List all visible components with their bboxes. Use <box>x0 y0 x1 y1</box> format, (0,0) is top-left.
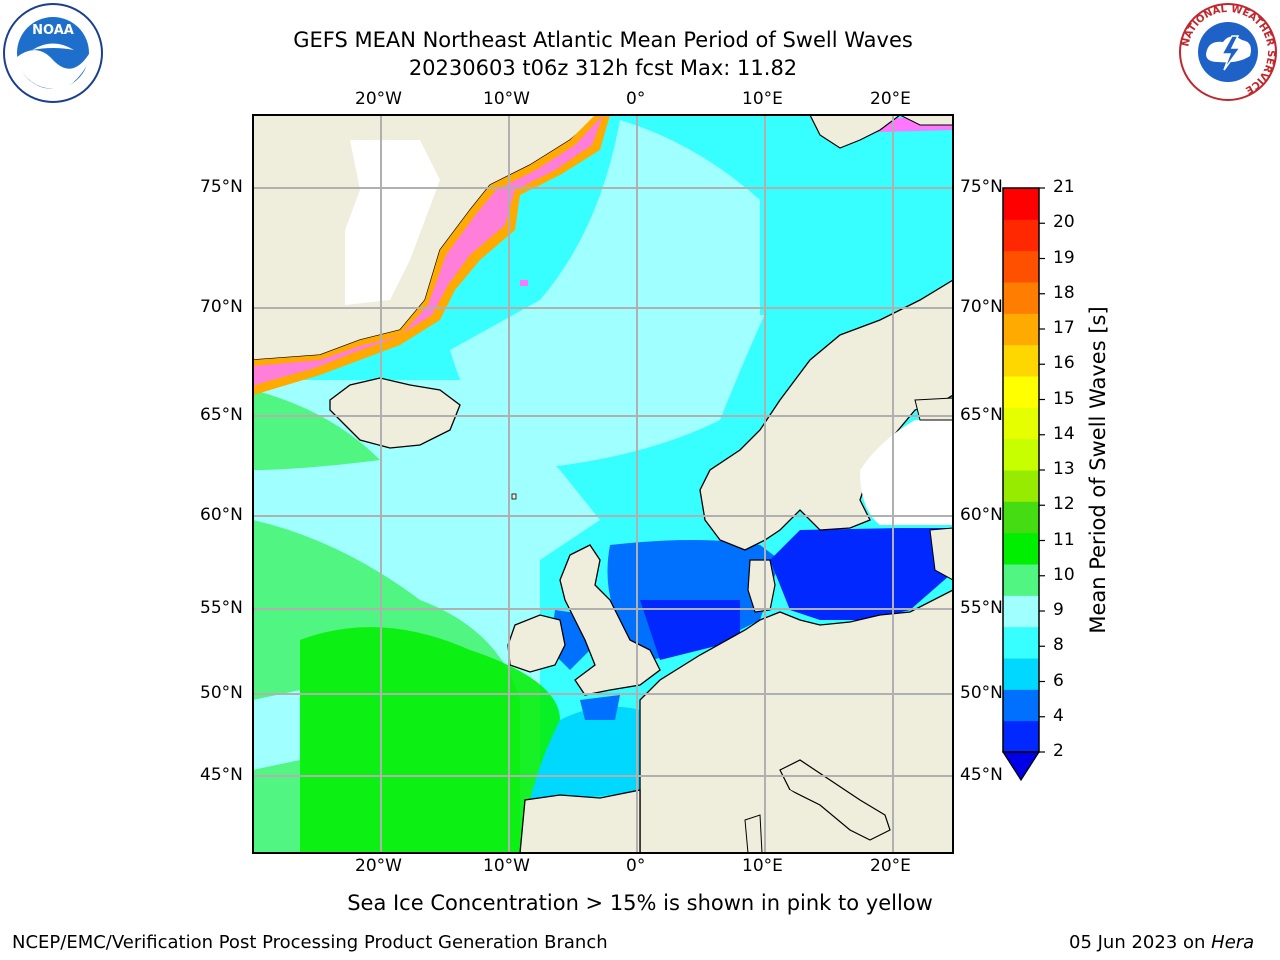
lat-tick-left-55n: 55°N <box>200 598 243 618</box>
noaa-logo-text: NOAA <box>32 23 74 38</box>
lat-tick-left-75n: 75°N <box>200 177 243 197</box>
colorbar-tick-label: 16 <box>1053 353 1075 374</box>
lat-tick-left-50n: 50°N <box>200 683 243 703</box>
lon-tick-top-0: 0° <box>626 89 646 109</box>
ocean-field-8-9s-north <box>450 120 800 470</box>
colorbar <box>1001 187 1045 782</box>
footer-date-text: 05 Jun 2023 on <box>1069 932 1212 953</box>
land-denmark <box>747 559 776 613</box>
lat-tick-right-55n: 55°N <box>960 598 1003 618</box>
colorbar-segment <box>1003 658 1039 690</box>
colorbar-tick-label: 18 <box>1053 282 1075 303</box>
colorbar-segments <box>1003 188 1039 753</box>
lon-tick-top-10e: 10°E <box>742 89 783 109</box>
lat-tick-right-45n: 45°N <box>960 765 1003 785</box>
lon-tick-top-20w: 20°W <box>355 89 402 109</box>
colorbar-segment <box>1003 501 1039 534</box>
lon-tick-bottom-20w: 20°W <box>355 856 402 876</box>
map-field <box>253 115 953 853</box>
lon-tick-top-20e: 20°E <box>870 89 911 109</box>
ocean-field-10-11s <box>300 627 560 853</box>
colorbar-segment <box>1003 438 1039 471</box>
colorbar-segment <box>1003 689 1039 722</box>
colorbar-segment <box>1003 532 1039 565</box>
land-continental-europe <box>639 589 953 853</box>
lat-tick-right-65n: 65°N <box>960 405 1003 425</box>
colorbar-segment <box>1003 282 1039 314</box>
lat-tick-left-45n: 45°N <box>200 765 243 785</box>
nws-logo: NATIONAL WEATHER SERVICE <box>1178 2 1278 102</box>
chart-subtitle: 20230603 t06z 312h fcst Max: 11.82 <box>408 56 798 80</box>
ice-bothnia <box>860 418 953 525</box>
colorbar-segment <box>1003 407 1039 440</box>
lon-tick-bottom-10w: 10°W <box>483 856 530 876</box>
colorbar-segment <box>1003 376 1039 408</box>
colorbar-tick-label: 15 <box>1053 388 1075 409</box>
colorbar-extend-min <box>1001 751 1041 782</box>
colorbar-tick-label: 2 <box>1053 741 1064 761</box>
noaa-logo: NOAA <box>2 2 104 104</box>
colorbar-tick-label: 4 <box>1053 705 1064 726</box>
colorbar-tick-label: 9 <box>1053 600 1064 620</box>
land-svalbard <box>809 115 901 149</box>
chart-title: GEFS MEAN Northeast Atlantic Mean Period… <box>293 28 913 52</box>
colorbar-segment <box>1003 470 1039 502</box>
colorbar-tick-label: 20 <box>1053 212 1075 233</box>
colorbar-segment <box>1003 313 1039 346</box>
graticule <box>253 115 953 853</box>
lon-tick-bottom-0: 0° <box>626 856 646 876</box>
ocean-field-baltic <box>770 528 950 620</box>
sea-ice-note: Sea Ice Concentration > 15% is shown in … <box>347 891 933 915</box>
lon-tick-top-10w: 10°W <box>483 89 530 109</box>
footer-credit: NCEP/EMC/Verification Post Processing Pr… <box>12 932 608 953</box>
colorbar-tick-label: 12 <box>1053 494 1075 515</box>
colorbar-segment <box>1003 250 1039 283</box>
lat-tick-right-60n: 60°N <box>960 505 1003 525</box>
footer-date: 05 Jun 2023 on Hera <box>1069 932 1254 953</box>
colorbar-segment <box>1003 188 1039 220</box>
colorbar-segment <box>1003 720 1039 753</box>
land-great-britain <box>559 544 661 696</box>
ocean-field-9-10s-iceland <box>253 390 380 470</box>
lat-tick-left-65n: 65°N <box>200 405 243 425</box>
lat-tick-right-75n: 75°N <box>960 177 1003 197</box>
colorbar-tick-label: 11 <box>1053 529 1075 550</box>
colorbar-tick-label: 14 <box>1053 423 1075 444</box>
colorbar-segment <box>1003 344 1039 377</box>
map-frame <box>252 114 954 854</box>
colorbar-tick-label: 19 <box>1053 247 1075 268</box>
colorbar-tick-label: 8 <box>1053 635 1064 656</box>
lat-tick-right-70n: 70°N <box>960 297 1003 317</box>
lat-tick-left-70n: 70°N <box>200 297 243 317</box>
colorbar-label: Mean Period of Swell Waves [s] <box>1086 306 1110 634</box>
colorbar-segment <box>1003 219 1039 252</box>
colorbar-tick-label: 6 <box>1053 670 1064 691</box>
footer-machine: Hera <box>1211 932 1255 953</box>
colorbar-tick-label: 21 <box>1053 177 1075 197</box>
colorbar-tick-label: 17 <box>1053 318 1075 338</box>
colorbar-segment <box>1003 626 1039 659</box>
colorbar-tick-label: 10 <box>1053 564 1075 585</box>
land-italy <box>779 759 891 841</box>
ice-greenland-interior <box>345 140 440 305</box>
lat-tick-right-50n: 50°N <box>960 683 1003 703</box>
colorbar-segment <box>1003 564 1039 596</box>
lon-tick-bottom-10e: 10°E <box>742 856 783 876</box>
lon-tick-bottom-20e: 20°E <box>870 856 911 876</box>
lat-tick-left-60n: 60°N <box>200 505 243 525</box>
ocean-field-patch <box>253 690 300 770</box>
colorbar-tick-label: 13 <box>1053 459 1075 479</box>
colorbar-segment <box>1003 595 1039 628</box>
land-iberia <box>519 789 641 853</box>
